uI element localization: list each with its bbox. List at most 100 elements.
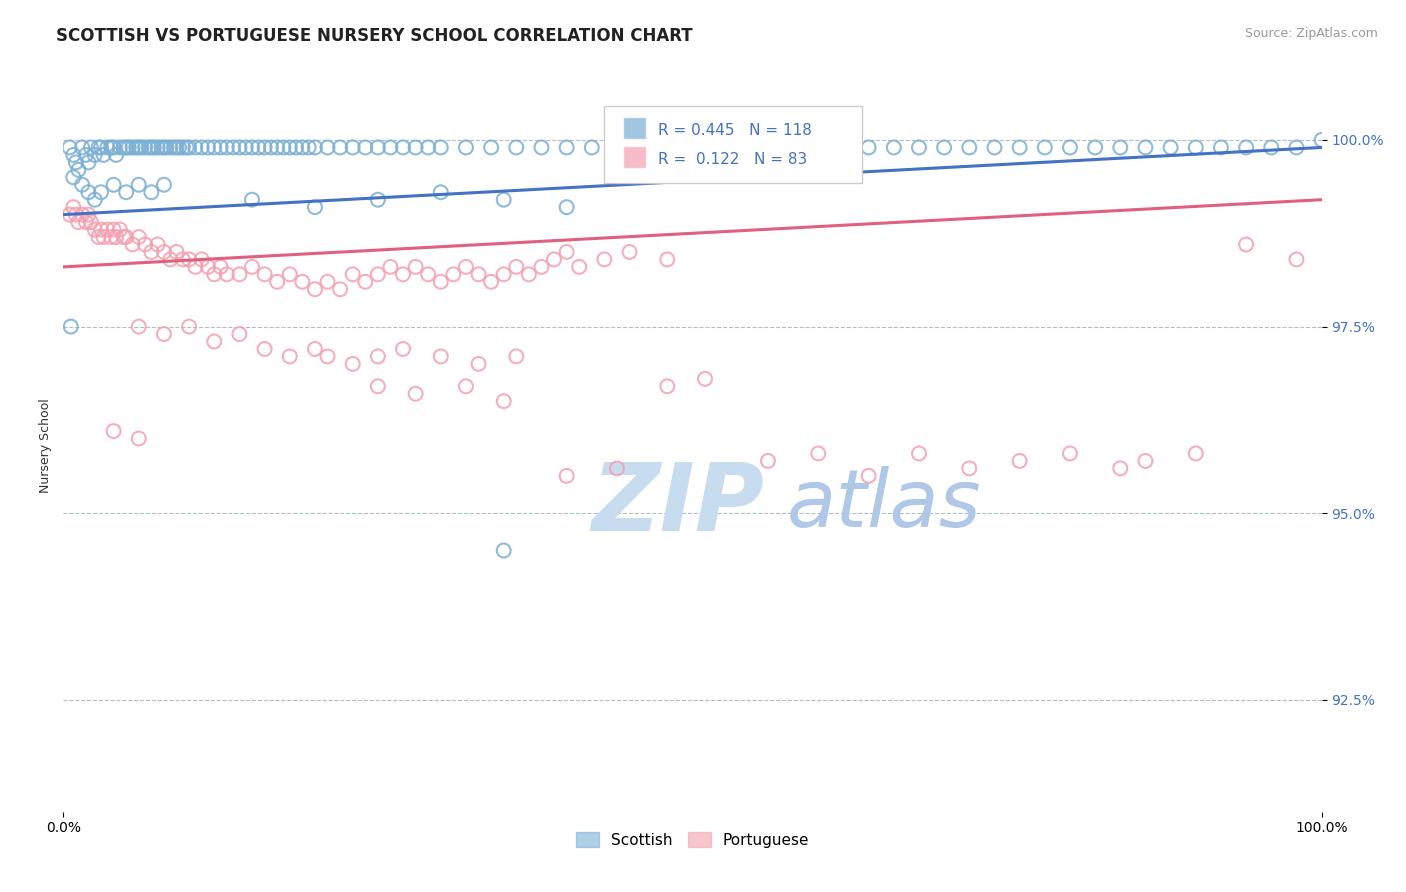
Point <box>418 140 440 154</box>
Point <box>342 357 364 371</box>
Point <box>202 140 225 154</box>
Point <box>121 140 143 154</box>
Point <box>62 148 84 162</box>
Point <box>316 275 339 289</box>
Point <box>108 140 131 154</box>
Point <box>121 237 143 252</box>
Point <box>1160 140 1182 154</box>
Point <box>153 244 176 259</box>
Point <box>153 178 176 192</box>
Point <box>291 275 314 289</box>
Point <box>392 268 415 282</box>
Point <box>190 252 212 267</box>
Point <box>405 386 427 401</box>
Point <box>253 342 276 356</box>
Point <box>832 140 855 154</box>
Point <box>176 140 198 154</box>
Point <box>883 140 905 154</box>
Point <box>342 140 364 154</box>
Point <box>128 432 150 446</box>
Point <box>278 350 301 364</box>
Point <box>367 379 389 393</box>
Point <box>112 230 135 244</box>
Point <box>67 215 90 229</box>
Point <box>58 208 80 222</box>
Point <box>65 208 87 222</box>
Point <box>115 186 138 200</box>
Point <box>593 252 616 267</box>
FancyBboxPatch shape <box>605 106 862 183</box>
Point <box>75 215 97 229</box>
Point <box>112 140 135 154</box>
Point <box>983 140 1005 154</box>
Point <box>756 140 779 154</box>
Point <box>59 319 82 334</box>
Point <box>65 155 87 169</box>
Point <box>90 140 112 154</box>
Point <box>128 140 150 154</box>
Point <box>454 260 477 274</box>
Point <box>141 244 163 259</box>
Point <box>479 140 502 154</box>
Point <box>240 140 263 154</box>
Point <box>517 268 540 282</box>
Point <box>367 268 389 282</box>
Point <box>934 140 956 154</box>
Point <box>1135 140 1157 154</box>
Point <box>555 140 578 154</box>
Point <box>1033 140 1056 154</box>
Point <box>96 140 118 154</box>
Point <box>260 140 283 154</box>
Point <box>543 252 565 267</box>
Point <box>380 260 402 274</box>
Point <box>100 140 122 154</box>
Text: ZIP: ZIP <box>592 458 765 550</box>
Point <box>166 140 188 154</box>
Point <box>657 252 679 267</box>
Point <box>304 140 326 154</box>
Point <box>354 140 377 154</box>
Point <box>1109 140 1132 154</box>
Point <box>1059 140 1081 154</box>
Point <box>146 237 169 252</box>
Point <box>1234 140 1257 154</box>
Point <box>1008 140 1031 154</box>
Point <box>782 140 804 154</box>
Point <box>430 350 453 364</box>
Point <box>153 326 176 341</box>
Point <box>304 342 326 356</box>
Text: R =  0.122   N = 83: R = 0.122 N = 83 <box>658 152 807 167</box>
Point <box>278 140 301 154</box>
Point <box>197 260 219 274</box>
Point <box>354 275 377 289</box>
Point <box>693 372 716 386</box>
Point <box>70 140 93 154</box>
Point <box>70 208 93 222</box>
Point <box>606 140 628 154</box>
Point <box>291 140 314 154</box>
Point <box>62 170 84 185</box>
Point <box>492 193 515 207</box>
Point <box>430 186 453 200</box>
Point <box>454 140 477 154</box>
Point <box>731 140 754 154</box>
Point <box>190 140 212 154</box>
Point <box>329 140 352 154</box>
Point <box>1184 446 1206 460</box>
Point <box>316 350 339 364</box>
Point <box>1059 446 1081 460</box>
Point <box>103 178 125 192</box>
Point <box>606 461 628 475</box>
Point <box>75 148 97 162</box>
Point <box>1260 140 1282 154</box>
Point <box>128 178 150 192</box>
Point <box>479 275 502 289</box>
Point <box>441 268 464 282</box>
Point <box>128 319 150 334</box>
Point <box>298 140 321 154</box>
Point <box>202 268 225 282</box>
Point <box>492 394 515 409</box>
Point <box>1310 133 1333 147</box>
Point <box>430 275 453 289</box>
Point <box>430 140 453 154</box>
